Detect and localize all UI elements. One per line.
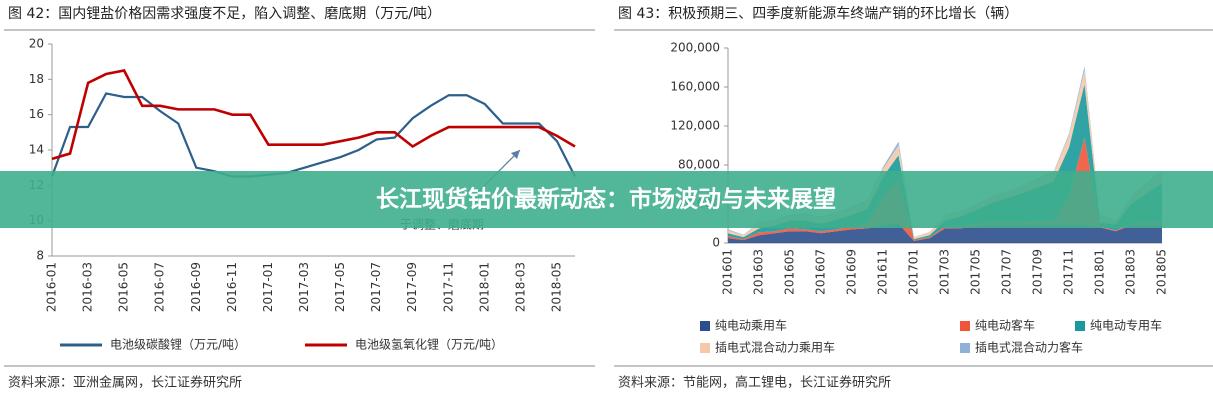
x-tick-label: 2016-07	[153, 262, 167, 312]
x-tick-label: 2017-09	[405, 262, 419, 312]
x-tick-label: 2016-01	[45, 262, 59, 312]
x-tick-label: 2018-05	[549, 262, 563, 312]
legend-label: 插电式混合动力客车	[975, 340, 1083, 355]
legend-label: 纯电动专用车	[1090, 318, 1162, 333]
series-line	[51, 69, 576, 161]
x-tick-label: 2018-03	[513, 262, 527, 312]
y-tick-label: 8	[36, 249, 44, 263]
x-tick-label: 2016-03	[81, 262, 95, 312]
y-tick-label: 120,000	[670, 119, 720, 133]
x-tick-label: 2017-01	[261, 262, 275, 312]
y-tick-label: 200,000	[670, 41, 720, 55]
x-tick-label: 2017-07	[369, 262, 383, 312]
legend-swatch	[960, 343, 970, 353]
x-tick-label: 201703	[938, 249, 952, 295]
x-tick-label: 201705	[969, 249, 983, 295]
arrow-head	[511, 150, 520, 159]
x-tick-label: 2018-01	[477, 262, 491, 312]
x-tick-label: 2017-11	[441, 262, 455, 312]
series-area	[728, 223, 1162, 243]
y-tick-label: 160,000	[670, 80, 720, 94]
x-tick-label: 201609	[845, 249, 859, 295]
source: 资料来源：亚洲金属网，长江证券研究所	[8, 375, 242, 391]
x-tick-label: 2017-03	[297, 262, 311, 312]
banner	[0, 171, 1213, 228]
legend-label: 纯电动乘用车	[715, 318, 787, 333]
legend-label: 纯电动客车	[975, 318, 1035, 333]
chart-title: 图 43：积极预期三、四季度新能源车终端产销的环比增长（辆）	[618, 5, 1018, 22]
y-tick-label: 18	[29, 72, 44, 86]
x-tick-label: 201605	[783, 249, 797, 295]
y-tick-label: 80,000	[678, 158, 720, 172]
x-tick-label: 201701	[907, 249, 921, 295]
x-tick-label: 201803	[1124, 249, 1138, 295]
y-tick-label: 0	[712, 236, 720, 250]
x-tick-label: 2017-05	[333, 262, 347, 312]
x-tick-label: 2016-09	[189, 262, 203, 312]
x-tick-label: 201601	[721, 249, 735, 295]
legend-swatch	[700, 343, 710, 353]
series-line	[50, 92, 576, 178]
x-tick-label: 201603	[752, 249, 766, 295]
x-tick-label: 201801	[1093, 249, 1107, 295]
legend-label: 电池级氢氧化锂（万元/吨）	[355, 337, 503, 352]
x-tick-label: 201611	[876, 249, 890, 295]
banner-title: 长江现货钴价最新动态：市场波动与未来展望	[376, 186, 836, 213]
legend-swatch	[700, 321, 710, 331]
y-tick-label: 16	[29, 107, 44, 121]
legend-label: 电池级碳酸锂（万元/吨）	[110, 337, 246, 352]
x-tick-label: 2016-05	[117, 262, 131, 312]
x-tick-label: 201711	[1062, 249, 1076, 295]
x-tick-label: 201709	[1031, 249, 1045, 295]
chart-title: 图 42：国内锂盐价格因需求强度不足，陷入调整、磨底期（万元/吨）	[8, 6, 441, 22]
x-tick-label: 2016-11	[225, 262, 239, 312]
x-tick-label: 201607	[814, 249, 828, 295]
y-tick-label: 14	[29, 143, 44, 157]
x-tick-label: 201707	[1000, 249, 1014, 295]
source: 资料来源：节能网，高工锂电，长江证券研究所	[618, 375, 891, 391]
legend-label: 插电式混合动力乘用车	[715, 340, 835, 355]
legend-swatch	[1075, 321, 1085, 331]
legend-swatch	[960, 321, 970, 331]
x-tick-label: 201805	[1155, 249, 1169, 295]
y-tick-label: 20	[29, 37, 44, 51]
